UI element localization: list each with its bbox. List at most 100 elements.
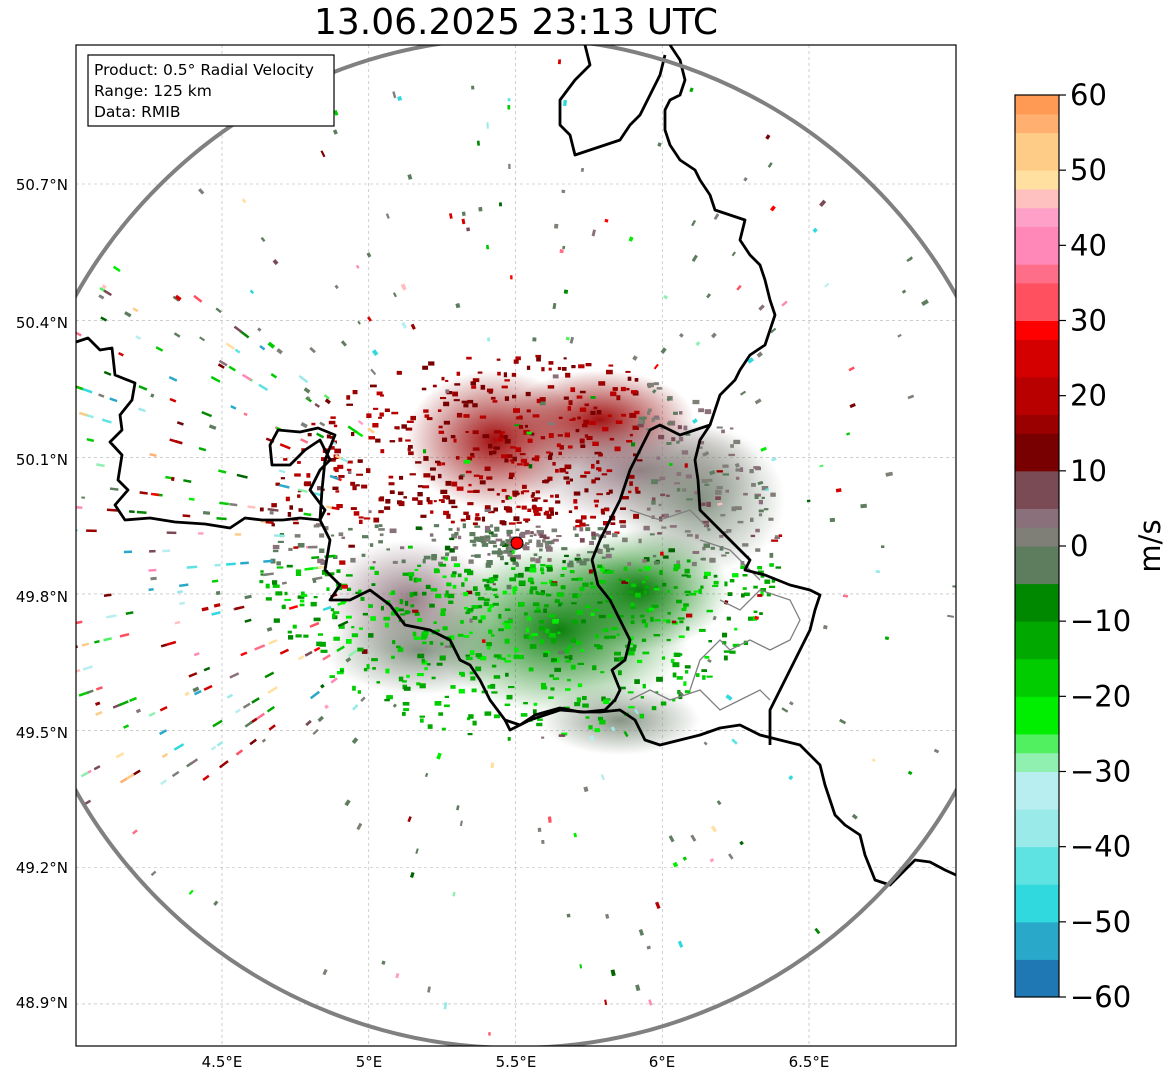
echo-gate (576, 577, 583, 581)
echo-gate (469, 631, 473, 635)
echo-gate (566, 480, 570, 485)
echo-gate (641, 638, 647, 642)
echo-gate (174, 620, 181, 625)
echo-gate (471, 605, 479, 609)
echo-gate (580, 474, 587, 478)
echo-gate (750, 517, 754, 522)
echo-gate (368, 604, 373, 608)
echo-gate (65, 647, 72, 651)
echo-gate (337, 620, 349, 628)
echo-gate (306, 473, 311, 478)
echo-gate (124, 311, 132, 318)
echo-gate (660, 493, 666, 497)
echo-gate (704, 409, 712, 415)
echo-gate (564, 432, 570, 438)
echo-gate (261, 738, 267, 743)
echo-gate (702, 520, 709, 524)
echo-gate (591, 536, 597, 540)
echo-gate (564, 554, 569, 557)
border-segment-north (558, 45, 667, 157)
echo-gate (612, 387, 618, 391)
echo-gate (408, 572, 415, 577)
echo-gate (453, 563, 461, 568)
echo-gate (496, 358, 501, 361)
echo-gate (702, 451, 710, 457)
echo-gate (493, 593, 498, 597)
echo-gate (233, 325, 243, 333)
colorbar-band (1015, 113, 1059, 134)
echo-gate (259, 580, 264, 584)
echo-gate (508, 163, 511, 170)
lat-tick-label: 49.5°N (16, 724, 68, 742)
echo-gate (378, 528, 385, 531)
echo-gate (307, 433, 312, 437)
echo-gate (485, 562, 492, 568)
echo-gate (539, 639, 544, 645)
echo-gate (452, 891, 456, 897)
echo-gate (491, 691, 498, 694)
colorbar-band (1015, 809, 1059, 829)
colorbar-band (1015, 639, 1059, 660)
echo-gate (541, 686, 548, 690)
echo-gate (610, 391, 617, 397)
echo-gate (481, 543, 489, 547)
echo-gate (621, 496, 629, 500)
echo-gate (491, 664, 497, 668)
echo-gate (628, 590, 634, 594)
echo-gate (346, 395, 351, 400)
echo-gate (582, 423, 588, 428)
echo-gate (275, 591, 283, 596)
echo-gate (401, 321, 408, 329)
echo-gate (513, 408, 520, 413)
echo-gate (568, 654, 573, 660)
echo-gate (270, 373, 278, 379)
echo-gate (451, 533, 457, 539)
echo-gate (860, 503, 867, 509)
echo-gate (528, 667, 534, 672)
echo-gate (301, 591, 305, 595)
echo-gate (31, 425, 38, 429)
echo-gate (561, 547, 568, 551)
echo-gate (701, 479, 708, 483)
echo-gate (534, 497, 541, 500)
echo-gate (333, 424, 338, 428)
echo-gate (632, 644, 637, 649)
echo-gate (567, 678, 571, 682)
colorbar-band (1015, 790, 1059, 810)
echo-gate (761, 496, 765, 499)
echo-gate (337, 464, 344, 469)
echo-gate (329, 474, 340, 481)
echo-gate (417, 485, 423, 488)
echo-gate (55, 701, 62, 706)
echo-gate (484, 529, 491, 533)
echo-gate (13, 554, 19, 557)
echo-gate (351, 633, 359, 638)
echo-gate (210, 375, 221, 383)
echo-gate (616, 633, 620, 636)
colorbar-band (1015, 207, 1059, 228)
echo-gate (634, 410, 640, 415)
echo-gate (723, 655, 728, 661)
echo-gate (486, 476, 493, 480)
echo-gate (502, 590, 508, 595)
echo-gate (730, 444, 734, 448)
echo-gate (313, 524, 320, 528)
echo-gate (183, 479, 192, 483)
echo-gate (523, 634, 529, 639)
echo-gate (704, 524, 710, 528)
echo-gate (507, 546, 514, 551)
echo-gate (576, 395, 583, 399)
echo-gate (446, 513, 451, 519)
echo-gate (514, 492, 520, 495)
echo-gate (609, 635, 616, 639)
echo-gate (655, 901, 661, 910)
echo-gate (541, 839, 545, 845)
echo-gate (234, 708, 241, 714)
echo-gate (504, 562, 509, 565)
echo-gate (547, 455, 553, 460)
admin-boundary-line (629, 509, 711, 531)
echo-gate (677, 617, 685, 620)
echo-gate (486, 337, 491, 342)
echo-gate (579, 438, 585, 444)
echo-gate (761, 486, 769, 491)
